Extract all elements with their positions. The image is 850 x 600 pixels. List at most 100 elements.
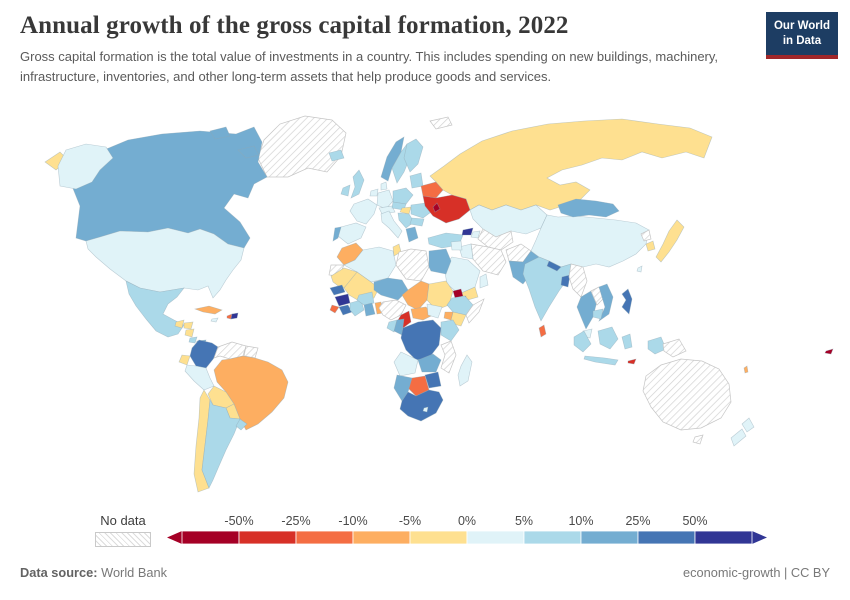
- country-myanmar[interactable]: Myanmar: [568, 263, 588, 298]
- country-fiji[interactable]: Fiji: [824, 348, 834, 355]
- country-greenland[interactable]: Greenland: [257, 115, 347, 178]
- country-mongolia[interactable]: Mongolia: [557, 198, 620, 218]
- country-argentina[interactable]: Argentina: [201, 399, 241, 489]
- country-france[interactable]: France: [349, 198, 378, 225]
- country-iceland[interactable]: Iceland: [328, 149, 345, 162]
- country-australia[interactable]: Australia: [642, 358, 732, 431]
- legend-bin-4[interactable]: -5% to 0%: [409, 530, 468, 545]
- country-north-korea[interactable]: North Korea: [640, 229, 652, 242]
- country-ireland[interactable]: Ireland: [340, 184, 351, 197]
- legend-bin-7[interactable]: 10% to 25%: [580, 530, 639, 545]
- country-angola[interactable]: Angola: [393, 351, 419, 377]
- country-azerbaijan[interactable]: Azerbaijan: [470, 230, 481, 239]
- country-taiwan[interactable]: Taiwan: [636, 265, 643, 273]
- country-hungary[interactable]: Hungary: [399, 206, 412, 215]
- country-finland[interactable]: Finland: [403, 138, 424, 173]
- legend-bin-1[interactable]: -50% to -25%: [238, 530, 297, 545]
- country-eritrea[interactable]: Eritrea: [452, 288, 464, 299]
- country-uzbekistan[interactable]: Uzbekistan: [477, 228, 514, 251]
- country-new-zealand[interactable]: New Zealand: [730, 428, 747, 447]
- country-ghana[interactable]: Ghana: [363, 302, 376, 317]
- country-nepal[interactable]: Nepal: [546, 260, 562, 272]
- country-canada[interactable]: Canada: [209, 126, 231, 140]
- country-united-states[interactable]: United States: [57, 143, 114, 190]
- legend-bin-8[interactable]: 25% to 50%: [637, 530, 696, 545]
- country-nicaragua[interactable]: Nicaragua: [184, 328, 195, 338]
- country-algeria[interactable]: Algeria: [343, 246, 397, 283]
- country-italy[interactable]: Italy: [380, 210, 403, 239]
- country-japan[interactable]: Japan: [655, 219, 685, 263]
- country-greece[interactable]: Greece: [405, 226, 419, 243]
- country-canada[interactable]: Canada: [237, 145, 260, 159]
- country-madagascar[interactable]: Madagascar: [457, 354, 473, 387]
- country-russia[interactable]: Russia: [422, 118, 713, 211]
- country-tanzania[interactable]: Tanzania: [440, 319, 460, 342]
- country-iraq[interactable]: Iraq: [458, 243, 474, 260]
- country-indonesia[interactable]: Indonesia: [647, 336, 667, 355]
- country-new-zealand[interactable]: New Zealand: [741, 417, 755, 433]
- country-germany[interactable]: Germany: [376, 189, 394, 210]
- country-indonesia[interactable]: Indonesia: [573, 330, 592, 353]
- country-jamaica[interactable]: Jamaica: [210, 317, 219, 323]
- country-ecuador[interactable]: Ecuador: [178, 354, 191, 366]
- country-indonesia[interactable]: Indonesia: [583, 355, 619, 366]
- country-sri-lanka[interactable]: Sri Lanka: [538, 324, 547, 338]
- country-zimbabwe[interactable]: Zimbabwe: [424, 371, 442, 389]
- country-south-sudan[interactable]: South Sudan: [426, 303, 443, 319]
- country-uganda[interactable]: Uganda: [443, 311, 454, 321]
- country-belarus[interactable]: Belarus: [420, 181, 444, 199]
- country-democratic-republic-of-congo[interactable]: Democratic Republic of Congo: [400, 319, 442, 361]
- country-vietnam[interactable]: Vietnam: [598, 283, 614, 322]
- country-portugal[interactable]: Portugal: [332, 226, 342, 242]
- world-map[interactable]: GreenlandRussiaRussiaSvalbardCanadaCanad…: [0, 103, 850, 505]
- country-colombia[interactable]: Colombia: [189, 339, 219, 369]
- country-cambodia[interactable]: Cambodia: [592, 308, 604, 320]
- country-ukraine[interactable]: Ukraine: [422, 194, 471, 224]
- footer-license-link[interactable]: economic-growth | CC BY: [683, 565, 830, 580]
- country-guyana[interactable]: Guyana: [243, 345, 259, 359]
- country-philippines[interactable]: Philippines: [621, 288, 633, 315]
- country-austria[interactable]: Austria: [378, 205, 396, 215]
- country-south-korea[interactable]: South Korea: [645, 240, 656, 252]
- country-bulgaria[interactable]: Bulgaria: [409, 217, 425, 227]
- country-peru[interactable]: Peru: [184, 364, 215, 391]
- country-lesotho[interactable]: Lesotho: [422, 406, 429, 413]
- country-poland[interactable]: Poland: [392, 187, 414, 205]
- country-sierra-leone[interactable]: Sierra Leone: [329, 304, 340, 314]
- country-indonesia[interactable]: Indonesia: [597, 326, 619, 350]
- country-brazil[interactable]: Brazil: [213, 355, 289, 431]
- country-united-states[interactable]: United States: [85, 227, 245, 299]
- country-south-africa[interactable]: South Africa: [399, 389, 444, 422]
- country-costa-rica[interactable]: Costa Rica: [188, 336, 198, 344]
- country-cuba[interactable]: Cuba: [193, 305, 223, 315]
- legend-bin-3[interactable]: -10% to -5%: [352, 530, 411, 545]
- legend-bin-9[interactable]: > 50%: [694, 530, 753, 545]
- country-indonesia[interactable]: Indonesia: [621, 333, 633, 350]
- legend-color-bar[interactable]: < -50%-50% to -25%-25% to -10%-10% to -5…: [164, 511, 778, 553]
- legend-no-data[interactable]: No data: [95, 513, 151, 547]
- country-dominican-republic[interactable]: Dominican Republic: [230, 312, 239, 320]
- country-zambia[interactable]: Zambia: [417, 353, 442, 373]
- legend-bin-5[interactable]: 0% to 5%: [466, 530, 525, 545]
- country-spain[interactable]: Spain: [337, 222, 367, 245]
- country-somalia[interactable]: Somalia: [465, 298, 485, 324]
- country-india[interactable]: India: [522, 256, 572, 322]
- country-australia[interactable]: Australia: [692, 434, 704, 445]
- country-syria[interactable]: Syria: [450, 240, 463, 251]
- country-guatemala[interactable]: Guatemala: [174, 319, 185, 329]
- country-oman[interactable]: Oman: [479, 273, 489, 289]
- country-guinea[interactable]: Guinea: [334, 293, 351, 307]
- country-chad[interactable]: Chad: [401, 280, 430, 311]
- country-timor-leste[interactable]: Timor-Leste: [627, 358, 637, 365]
- country-libya[interactable]: Libya: [395, 248, 430, 282]
- country-iran[interactable]: Iran: [470, 243, 507, 276]
- country-moldova[interactable]: Moldova: [432, 202, 441, 213]
- country-uruguay[interactable]: Uruguay: [235, 418, 248, 431]
- world-map-svg[interactable]: GreenlandRussiaRussiaSvalbardCanadaCanad…: [0, 103, 850, 505]
- legend-bin-6[interactable]: 5% to 10%: [523, 530, 582, 545]
- country-papua-new-guinea[interactable]: Papua New Guinea: [662, 338, 687, 358]
- country-denmark[interactable]: Denmark: [380, 181, 388, 191]
- country-vanuatu[interactable]: Vanuatu: [743, 365, 749, 374]
- legend-no-data-swatch[interactable]: [95, 532, 151, 547]
- country-united-kingdom[interactable]: United Kingdom: [350, 169, 365, 199]
